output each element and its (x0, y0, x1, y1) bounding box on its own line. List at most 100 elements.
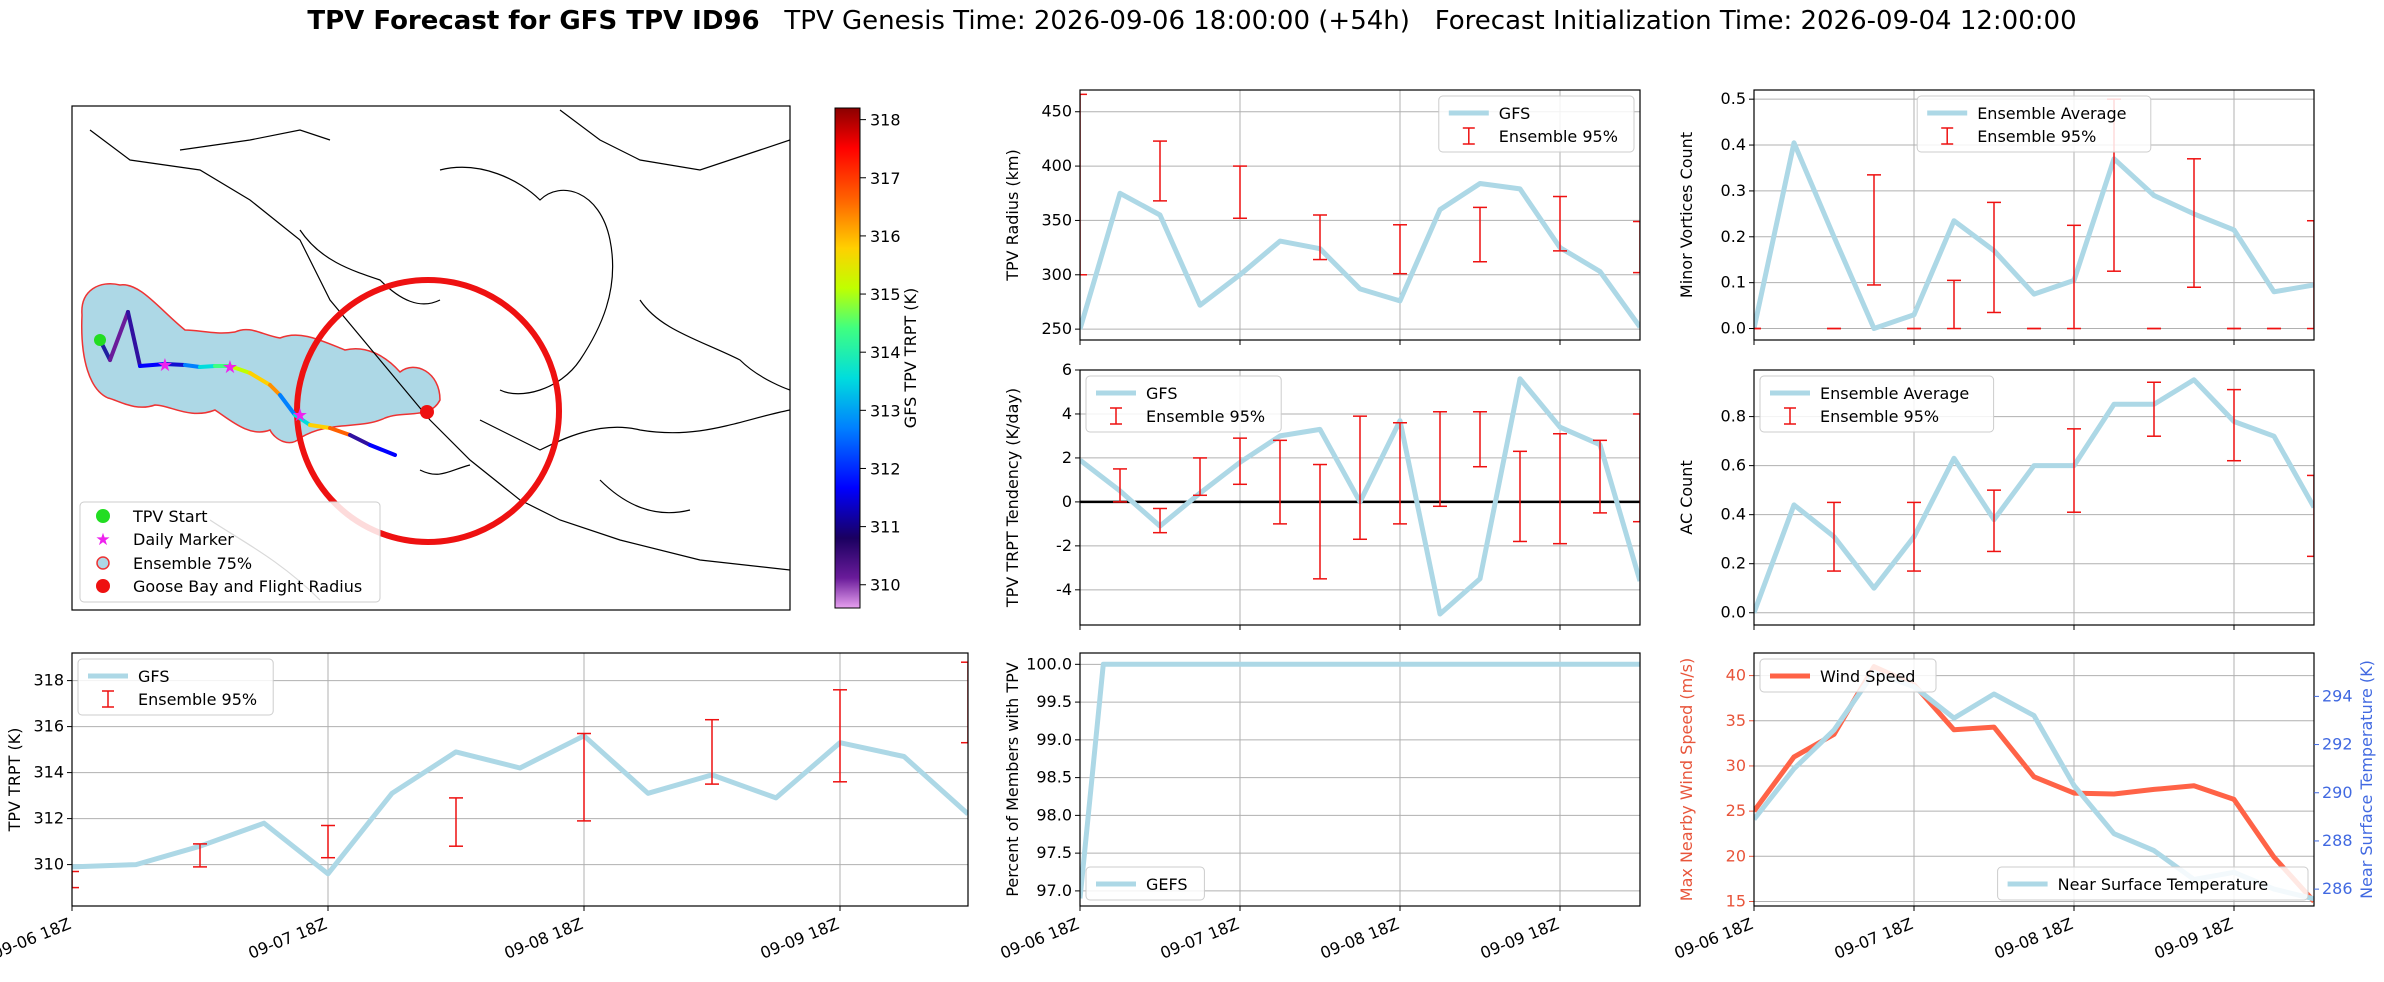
percent-ytick-label: 98.0 (1036, 805, 1072, 824)
tpv-track (98, 310, 397, 457)
radius-ytick-label: 400 (1041, 156, 1072, 175)
title-genesis: TPV Genesis Time: 2026-09-06 18:00:00 (+… (784, 6, 1410, 36)
ensemble-75-envelope (81, 283, 441, 444)
radius-legend-label: GFS (1499, 104, 1530, 123)
ac-ytick-label: 0.0 (1721, 603, 1746, 622)
track-segment (278, 393, 297, 417)
legend-daily-label: Daily Marker (133, 530, 234, 549)
ac-ytick-label: 0.8 (1721, 407, 1746, 426)
ac-legend: Ensemble Average Ensemble 95% (1759, 375, 1995, 433)
minor-ytick-label: 0.5 (1721, 89, 1746, 108)
percent-legend-label: GEFS (1146, 875, 1188, 894)
ac-plot (1754, 377, 2314, 614)
tendency-plot (1080, 376, 1640, 617)
legend-ensemble-swatch (96, 556, 110, 570)
wind-y2tick-label: 292 (2322, 735, 2353, 754)
goose-bay-marker (420, 405, 434, 419)
wind-xtick-label: 09-08 18Z (1992, 914, 2076, 963)
colorbar-tick-label: 312 (870, 459, 901, 478)
minor-frame (1753, 89, 2315, 341)
tendency-panel: -4 -2 0 2 4 6 TPV TRPT Tendency (K/day) GFS Ense… (1003, 360, 1641, 630)
trpt-legend-label: Ensemble 95% (138, 690, 257, 709)
wind-ytick-label: 30 (1726, 756, 1746, 775)
tendency-frame (1079, 369, 1641, 626)
ac-legend-label: Ensemble 95% (1820, 407, 1939, 426)
colorbar-tick-label: 317 (870, 169, 901, 188)
track-segment (328, 426, 352, 437)
wind-frame (1753, 652, 2315, 907)
minor-ytick-label: 0.3 (1721, 181, 1746, 200)
trpt-ylabel: TPV TRPT (K) (5, 728, 24, 833)
trpt-xtick-label: 09-06 18Z (0, 914, 74, 963)
radius-ylabel: TPV Radius (km) (1003, 149, 1022, 282)
wind-y2tick-label: 294 (2322, 686, 2353, 705)
tendency-ytick-label: 2 (1062, 448, 1072, 467)
percent-xtick-label: 09-07 18Z (1158, 914, 1242, 963)
minor-legend-label: Ensemble 95% (1977, 127, 2096, 146)
percent-series-line (1080, 661, 1640, 899)
colorbar-tick-label: 313 (870, 401, 901, 420)
daily-marker-2: ★ (222, 357, 238, 378)
ac-frame (1753, 369, 2315, 626)
trpt-legend: GFS Ensemble 95% (77, 658, 274, 716)
track-segment (368, 443, 397, 457)
wind-legend: Wind Speed (1759, 658, 1937, 693)
track-segment (198, 364, 217, 369)
colorbar-tick-label: 311 (870, 518, 901, 537)
radius-panel: 250 300 350 400 450 TPV Radius (km) GFS Ensembl… (1003, 89, 1641, 345)
trpt-legend-box (77, 658, 274, 716)
ac-ytick-label: 0.4 (1721, 505, 1746, 524)
trpt-panel: 310 312 314 316 318 09-06 18Z 09-07 18Z 09-08 1… (0, 652, 969, 963)
wind-ylabel: Max Nearby Wind Speed (m/s) (1677, 658, 1696, 901)
radius-legend: GFS Ensemble 95% (1438, 95, 1635, 153)
wind-legend-label: Wind Speed (1820, 667, 1915, 686)
trpt-xtick-label: 09-09 18Z (758, 914, 842, 963)
legend-start-swatch (96, 509, 110, 523)
map-content: ★ ★ ★ (81, 109, 790, 601)
map-legend-box (79, 501, 381, 603)
track-segment (268, 383, 282, 397)
tendency-legend-label: Ensemble 95% (1146, 407, 1265, 426)
map-legend: TPV Start ★ Daily Marker Ensemble 75% Go… (79, 501, 381, 603)
colorbar-tick-label: 315 (870, 285, 901, 304)
wind-xtick-label: 09-09 18Z (2152, 914, 2236, 963)
trpt-plot (72, 661, 968, 889)
tendency-legend: GFS Ensemble 95% (1085, 375, 1282, 433)
minor-legend: Ensemble Average Ensemble 95% (1916, 95, 2152, 153)
minor-ytick-label: 0.1 (1721, 273, 1746, 292)
tendency-ytick-label: -4 (1056, 580, 1072, 599)
tendency-legend-label: GFS (1146, 384, 1177, 403)
trpt-ytick-label: 316 (33, 717, 64, 736)
legend-ensemble-label: Ensemble 75% (133, 554, 252, 573)
legend-daily-swatch: ★ (95, 530, 110, 550)
percent-ytick-label: 100.0 (1026, 654, 1072, 673)
wind-y2tick-label: 290 (2322, 783, 2353, 802)
trpt-series-line (72, 733, 968, 877)
percent-legend-box (1085, 866, 1205, 901)
ac-series-line (1754, 377, 2314, 614)
percent-ytick-label: 99.0 (1036, 730, 1072, 749)
figure-title: TPV Forecast for GFS TPV ID96 TPV Genesi… (0, 6, 2384, 36)
wind-y2tick-label: 288 (2322, 831, 2353, 850)
track-segment (163, 362, 187, 367)
wind-ytick-label: 20 (1726, 846, 1746, 865)
minor-plot (1754, 98, 2314, 331)
wind-y2tick-label: 286 (2322, 879, 2353, 898)
minor-ytick-label: 0.2 (1721, 227, 1746, 246)
minor-series-line (1754, 140, 2314, 331)
minor-ylabel: Minor Vortices Count (1677, 132, 1696, 298)
track-segment (308, 423, 332, 430)
track-segment (183, 363, 202, 369)
wind-legend-box (1997, 866, 2309, 901)
radius-frame (1079, 89, 1641, 341)
percent-ylabel: Percent of Members with TPV (1003, 662, 1022, 896)
radius-series-line (1080, 181, 1640, 330)
radius-ytick-label: 450 (1041, 102, 1072, 121)
tendency-legend-box (1085, 375, 1282, 433)
wind-ytick-label: 35 (1726, 711, 1746, 730)
wind-legend: Near Surface Temperature (1997, 866, 2309, 901)
radius-ytick-label: 300 (1041, 265, 1072, 284)
tpv-start-marker (94, 334, 106, 346)
